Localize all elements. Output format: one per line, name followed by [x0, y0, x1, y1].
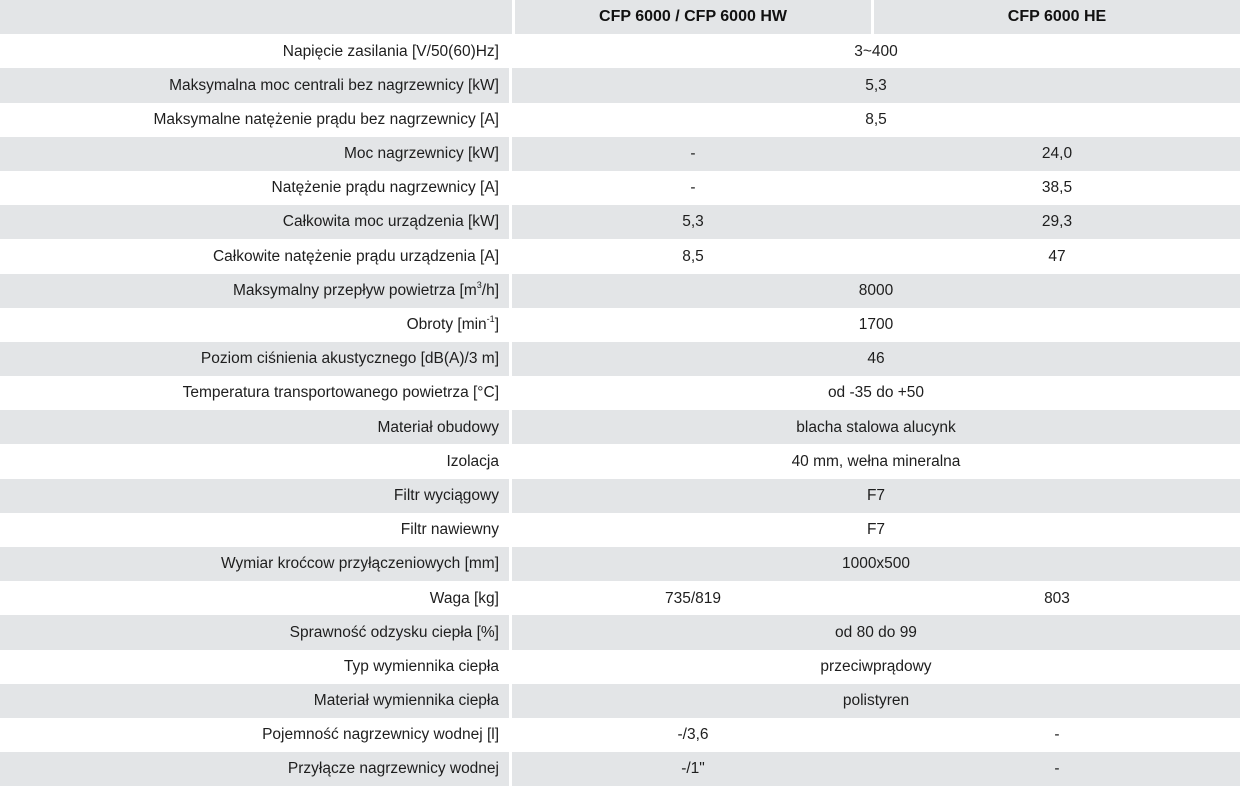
- row-label: Izolacja: [0, 444, 512, 479]
- table-row: Sprawność odzysku ciepła [%] od 80 do 99: [0, 615, 1240, 650]
- value-cell-cfp-6000-hw: -: [512, 170, 874, 206]
- value-cell-cfp-6000-hw: -: [512, 136, 874, 171]
- header-corner: [0, 0, 512, 35]
- value-cell-shared: 40 mm, wełna mineralna: [512, 444, 1240, 479]
- table-row: Izolacja 40 mm, wełna mineralna: [0, 444, 1240, 479]
- value-cell-cfp-6000-he: 38,5: [874, 170, 1240, 206]
- value-cell-cfp-6000-hw: 5,3: [512, 205, 874, 240]
- row-label: Typ wymiennika ciepła: [0, 649, 512, 684]
- table-row: Wymiar kroćcow przyłączeniowych [mm] 1000…: [0, 547, 1240, 582]
- value-cell-shared: blacha stalowa alucynk: [512, 410, 1240, 445]
- value-cell-cfp-6000-he: -: [874, 717, 1240, 753]
- value-cell-cfp-6000-he: 803: [874, 581, 1240, 616]
- row-label: Całkowite natężenie prądu urządzenia [A]: [0, 239, 512, 274]
- row-label-text: Obroty [min: [406, 316, 487, 334]
- row-label: Filtr nawiewny: [0, 512, 512, 547]
- table-row: Natężenie prądu nagrzewnicy [A] -38,5: [0, 170, 1240, 206]
- row-label-superscript: 3: [476, 279, 482, 290]
- value-cell-shared: 8000: [512, 273, 1240, 308]
- table-row: Całkowita moc urządzenia [kW] 5,3 29,3: [0, 205, 1240, 240]
- table-row: Maksymalna moc centrali bez nagrzewnicy …: [0, 68, 1240, 103]
- row-label: Natężenie prądu nagrzewnicy [A]: [0, 170, 512, 206]
- value-cell-shared: od 80 do 99: [512, 615, 1240, 650]
- table-row: Maksymalny przepływ powietrza [m3/h] 8000: [0, 273, 1240, 308]
- table-row: Całkowite natężenie prądu urządzenia [A]…: [0, 239, 1240, 274]
- row-label-text: Maksymalny przepływ powietrza [m: [232, 281, 477, 299]
- value-cell-shared: F7: [512, 512, 1240, 547]
- table-row: Obroty [min-1] 1700: [0, 307, 1240, 342]
- value-cell-cfp-6000-he: -: [874, 752, 1240, 787]
- value-cell-shared: F7: [512, 478, 1240, 513]
- table-body: Napięcie zasilania [V/50(60)Hz] 3~400 Maks…: [0, 34, 1240, 787]
- table-row: Przyłącze nagrzewnicy wodnej -/1" -: [0, 752, 1240, 787]
- row-label-text: ]: [494, 316, 499, 334]
- value-cell-shared: przeciwprądowy: [512, 649, 1240, 684]
- table-row: Materiał wymiennika ciepła polistyren: [0, 683, 1240, 718]
- value-cell-shared: 1000x500: [512, 547, 1240, 582]
- row-label: Wymiar kroćcow przyłączeniowych [mm]: [0, 547, 512, 582]
- value-cell-shared: od -35 do +50: [512, 376, 1240, 411]
- value-cell-shared: 46: [512, 341, 1240, 377]
- row-label: Waga [kg]: [0, 581, 512, 616]
- value-cell-shared: polistyren: [512, 683, 1240, 718]
- header-cfp-6000-he: CFP 6000 HE: [874, 0, 1240, 35]
- value-cell-shared: 5,3: [512, 68, 1240, 103]
- table-row: Filtr nawiewny F7: [0, 512, 1240, 547]
- row-label: Filtr wyciągowy: [0, 478, 512, 513]
- value-cell-cfp-6000-hw: -/3,6: [512, 717, 874, 753]
- value-cell-cfp-6000-he: 24,0: [874, 136, 1240, 171]
- row-label: Materiał wymiennika ciepła: [0, 683, 512, 718]
- value-cell-cfp-6000-hw: 735/819: [512, 581, 874, 616]
- table-row: Pojemność nagrzewnicy wodnej [l] -/3,6-: [0, 717, 1240, 753]
- row-label: Obroty [min-1]: [0, 307, 512, 342]
- row-label-superscript: -1: [486, 313, 495, 324]
- row-label: Maksymalne natężenie prądu bez nagrzewni…: [0, 102, 512, 137]
- value-cell-cfp-6000-he: 47: [874, 239, 1240, 274]
- value-cell-shared: 3~400: [512, 34, 1240, 69]
- row-label: Maksymalny przepływ powietrza [m3/h]: [0, 273, 512, 308]
- table-row: Waga [kg] 735/819 803: [0, 581, 1240, 616]
- table-row: Poziom ciśnienia akustycznego [dB(A)/3 m…: [0, 341, 1240, 377]
- value-cell-cfp-6000-he: 29,3: [874, 205, 1240, 240]
- row-label: Pojemność nagrzewnicy wodnej [l]: [0, 717, 512, 753]
- value-cell-shared: 8,5: [512, 102, 1240, 137]
- row-label: Temperatura transportowanego powietrza […: [0, 376, 512, 411]
- row-label: Przyłącze nagrzewnicy wodnej: [0, 752, 512, 787]
- value-cell-cfp-6000-hw: -/1": [512, 752, 874, 787]
- row-label: Poziom ciśnienia akustycznego [dB(A)/3 m…: [0, 341, 512, 377]
- row-label: Całkowita moc urządzenia [kW]: [0, 205, 512, 240]
- table-row: Filtr wyciągowy F7: [0, 478, 1240, 513]
- value-cell-cfp-6000-hw: 8,5: [512, 239, 874, 274]
- table-row: Moc nagrzewnicy [kW] -24,0: [0, 136, 1240, 171]
- row-label-text: /h]: [481, 281, 499, 299]
- table-header-row: CFP 6000 / CFP 6000 HW CFP 6000 HE: [0, 0, 1240, 35]
- table-row: Maksymalne natężenie prądu bez nagrzewni…: [0, 102, 1240, 137]
- table-row: Temperatura transportowanego powietrza […: [0, 376, 1240, 411]
- row-label: Moc nagrzewnicy [kW]: [0, 136, 512, 171]
- table-row: Typ wymiennika ciepła przeciwprądowy: [0, 649, 1240, 684]
- table-row: Napięcie zasilania [V/50(60)Hz] 3~400: [0, 34, 1240, 69]
- row-label: Napięcie zasilania [V/50(60)Hz]: [0, 34, 512, 69]
- table-row: Materiał obudowy blacha stalowa alucynk: [0, 410, 1240, 445]
- row-label: Materiał obudowy: [0, 410, 512, 445]
- row-label: Sprawność odzysku ciepła [%]: [0, 615, 512, 650]
- value-cell-shared: 1700: [512, 307, 1240, 342]
- row-label: Maksymalna moc centrali bez nagrzewnicy …: [0, 68, 512, 103]
- header-cfp-6000-hw: CFP 6000 / CFP 6000 HW: [512, 0, 874, 35]
